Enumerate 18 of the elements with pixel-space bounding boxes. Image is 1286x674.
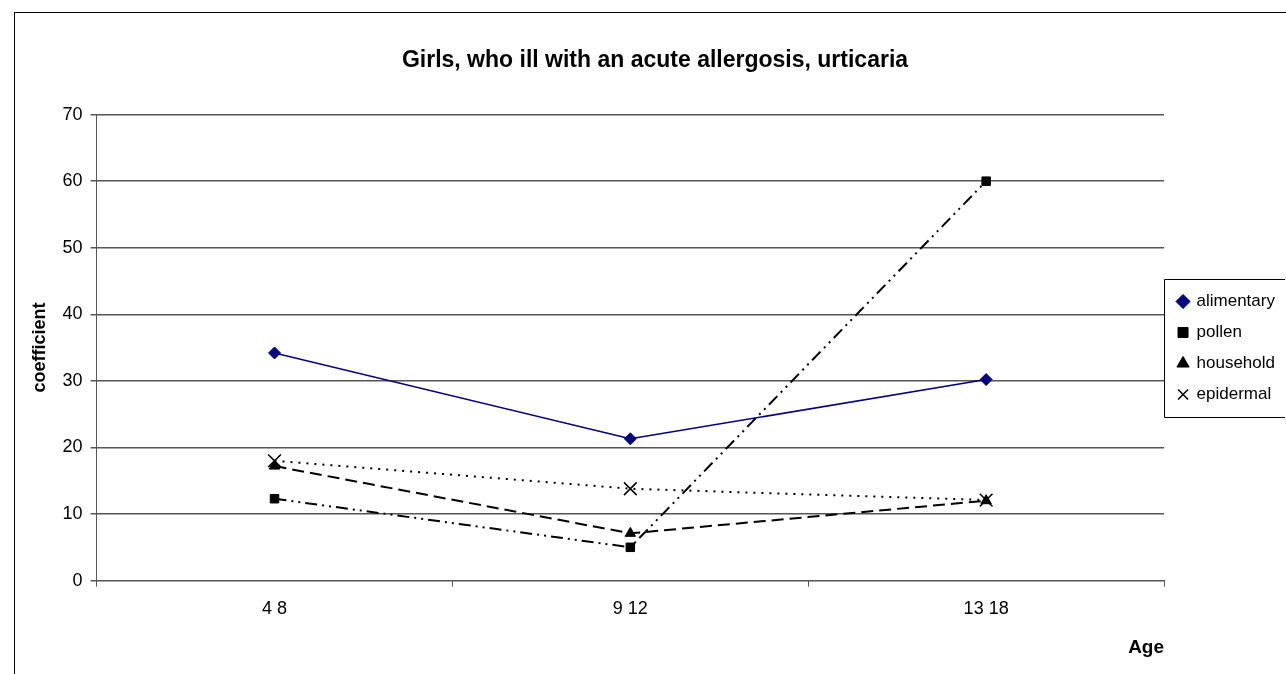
y-tick-label: 40 [62, 303, 83, 324]
y-axis-title: coefficient [28, 302, 49, 393]
x-tick-label: 4 8 [262, 598, 288, 619]
y-tick-label: 30 [62, 369, 83, 390]
y-tick-label: 50 [62, 236, 83, 257]
legend-label: household [1196, 353, 1276, 373]
y-tick-label: 0 [72, 569, 83, 590]
x-tick-label: 13 18 [963, 598, 1009, 619]
x-axis-title: Age [1128, 635, 1165, 657]
y-tick-label: 60 [62, 170, 83, 191]
x-tick-label: 9 12 [612, 598, 648, 619]
legend-label: epidermal [1196, 384, 1272, 404]
y-tick-label: 70 [62, 103, 83, 124]
y-tick-label: 20 [62, 436, 83, 457]
y-tick-label: 10 [62, 503, 83, 523]
legend-label: pollen [1196, 322, 1242, 342]
legend-label: alimentary [1196, 291, 1276, 311]
chart-title: Girls, who ill with an acute allergosis, urticaria [401, 46, 909, 73]
